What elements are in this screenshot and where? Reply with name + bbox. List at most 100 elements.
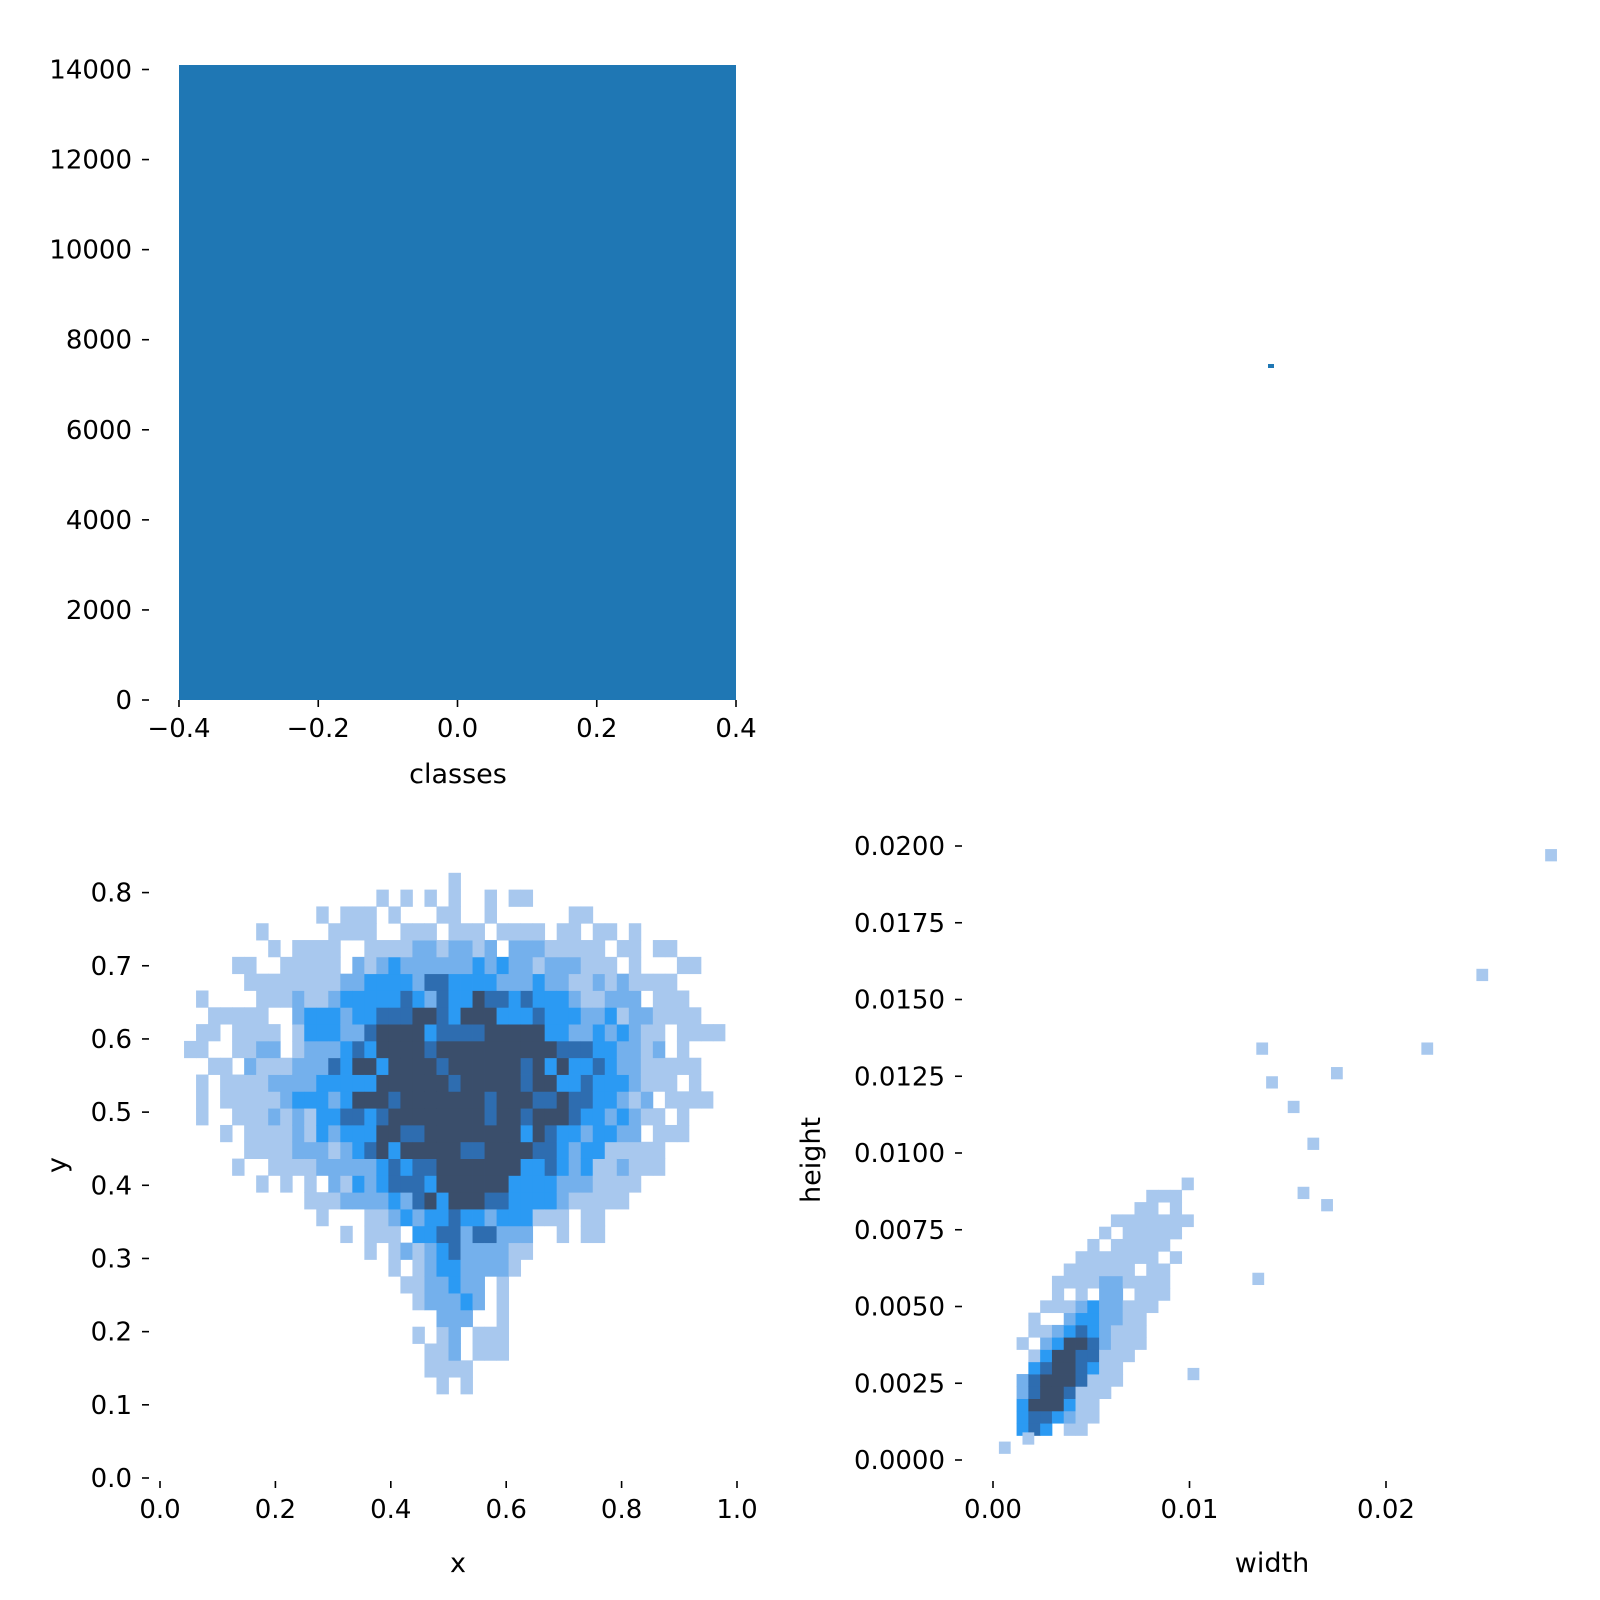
wh-heatmap-cell [1063, 1349, 1076, 1363]
xy-heatmap-cell [592, 973, 606, 991]
wh-heatmap-cell [1028, 1324, 1041, 1338]
xy-heatmap-cell [316, 906, 329, 924]
xy-heatmap-cell [304, 990, 317, 1008]
wh-heatmap-cell [1110, 1361, 1124, 1375]
xy-heatmap-cell [604, 1108, 618, 1126]
xy-heatmap-cell [412, 1141, 425, 1159]
xy-heatmap-cell [568, 1141, 582, 1159]
xy-heatmap-cell [292, 973, 305, 991]
xy-heatmap-cell [592, 1040, 606, 1059]
xy-heatmap-cell [472, 1293, 485, 1311]
xy-heatmap-cell [628, 1108, 642, 1126]
xy-heatmap-cell [268, 973, 281, 991]
wh-heatmap-cell [1122, 1312, 1135, 1326]
xy-heatmap-cell [448, 1259, 461, 1277]
xy-heatmap-cell [700, 1024, 714, 1042]
xy-heatmap-cell [376, 1158, 389, 1176]
xy-heatmap-cell [364, 1074, 377, 1092]
xy-heatmap-cell [412, 1007, 425, 1025]
xy-heatmap-cell [532, 1192, 546, 1210]
xy-heatmap-cell [364, 1209, 377, 1227]
xy-heatmap-cell [376, 940, 389, 958]
xy-heatmap-cell [604, 1192, 618, 1210]
xy-heatmap-cell [436, 1091, 449, 1109]
xy-heatmap-cell [496, 1074, 510, 1092]
xy-heatmap-cell [424, 1242, 437, 1260]
xy-heatmap-cell [412, 1158, 425, 1176]
xy-heatmap-cell [520, 1091, 534, 1109]
wh-outlier-cell [1297, 1186, 1310, 1200]
xy-heatmap-cell [496, 1124, 510, 1143]
xy-heatmap-cell [412, 1209, 425, 1227]
xy-heatmap-cell [652, 990, 666, 1008]
xy-heatmap-cell [484, 1074, 497, 1092]
xy-heatmap-cell [496, 1293, 510, 1311]
xy-ytick-label: 0.8 [91, 879, 132, 909]
xy-heatmap-cell [400, 1158, 413, 1176]
xy-heatmap-cell [376, 1175, 389, 1193]
xy-heatmap-cell [196, 1091, 209, 1109]
wh-heatmap-cell [1063, 1361, 1076, 1375]
wh-heatmap-cell [1146, 1202, 1159, 1215]
xy-heatmap-cell [424, 1276, 437, 1294]
xy-heatmap-cell [616, 1057, 630, 1075]
xy-ytick-label: 0.6 [91, 1025, 132, 1055]
xy-heatmap-cell [424, 1057, 437, 1075]
xy-heatmap-cell [412, 1293, 425, 1311]
wh-heatmap-cell [1169, 1189, 1183, 1203]
xy-heatmap-cell [592, 940, 606, 958]
wh-heatmap-cell [1146, 1238, 1159, 1252]
xy-heatmap-cell [436, 1309, 449, 1328]
xy-heatmap-cell [316, 940, 329, 958]
wh-heatmap-cell [1122, 1226, 1135, 1240]
xy-heatmap-cell [316, 1209, 329, 1227]
wh-heatmap-cell [1063, 1374, 1076, 1387]
xy-heatmap-cell [496, 1259, 510, 1277]
xy-heatmap-cell [556, 1141, 570, 1159]
xy-heatmap-cell [484, 1091, 497, 1109]
xy-heatmap-cell [424, 1124, 437, 1143]
xy-heatmap-cell [424, 1175, 437, 1193]
xy-heatmap-cell [592, 1124, 606, 1143]
xy-heatmap-cell [640, 1108, 654, 1126]
xy-heatmap-cell [592, 990, 606, 1008]
wh-heatmap-cell [1051, 1410, 1065, 1424]
classes-ytick-label: 0 [115, 686, 132, 716]
wh-outlier-cell [1330, 1067, 1343, 1080]
xy-heatmap-cell [352, 1091, 365, 1109]
xy-heatmap-cell [628, 956, 642, 975]
xy-ytick-label: 0.4 [91, 1171, 132, 1201]
xy-heatmap-cell [532, 973, 546, 991]
xy-heatmap-cell [388, 956, 401, 975]
wh-ytick-label: 0.0050 [854, 1293, 945, 1323]
xy-heatmap-cell [412, 990, 425, 1008]
wh-heatmap-cell [1087, 1324, 1100, 1338]
xy-heatmap-cell [484, 1209, 497, 1227]
xy-heatmap-cell [544, 1007, 558, 1025]
xy-heatmap-cell [220, 1057, 233, 1075]
xy-heatmap-cell [388, 1225, 401, 1244]
wh-heatmap-cell [1146, 1226, 1159, 1240]
xy-heatmap-cell [448, 1343, 461, 1361]
xy-heatmap-cell [580, 1124, 594, 1143]
xy-heatmap-cell [508, 1192, 522, 1210]
xy-heatmap-cell [364, 1192, 377, 1210]
xy-heatmap-cell [424, 1074, 437, 1092]
wh-heatmap-cell [1075, 1410, 1088, 1424]
xy-heatmap-cell [616, 973, 630, 991]
xy-heatmap-cell [532, 1124, 546, 1143]
xy-heatmap-cell [496, 1040, 510, 1059]
wh-heatmap-cell [1087, 1361, 1100, 1375]
xy-heatmap-cell [292, 1141, 305, 1159]
xy-heatmap-cell [400, 923, 413, 941]
xy-heatmap-cell [520, 1175, 534, 1193]
xy-heatmap-cell [400, 973, 413, 991]
xy-heatmap-cell [520, 1192, 534, 1210]
xy-heatmap-cell [424, 1225, 437, 1244]
xy-heatmap-cell [448, 889, 461, 907]
xy-heatmap-cell [400, 1175, 413, 1193]
xy-heatmap-cell [652, 940, 666, 958]
xy-heatmap-cell [424, 1343, 437, 1361]
xy-heatmap-cell [268, 1141, 281, 1159]
xy-heatmap-cell [448, 1175, 461, 1193]
